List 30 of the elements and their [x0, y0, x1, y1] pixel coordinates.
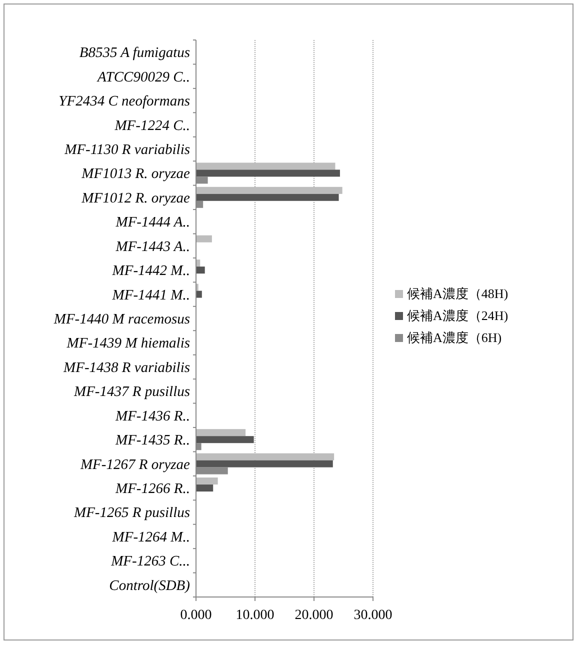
y-tick-label: MF-1442 M.. — [111, 263, 190, 280]
x-tick-label: 30.000 — [354, 608, 392, 623]
y-tick-label: MF-1130 R variabilis — [64, 142, 190, 158]
y-tick-label: B8535 A fumigatus — [79, 45, 190, 62]
y-tick-label: MF-1440 M racemosus — [52, 312, 190, 328]
x-tick-label: 20.000 — [294, 608, 334, 623]
y-tick-label: MF-1265 R pusillus — [73, 505, 190, 522]
y-tick-label: MF-1267 R oryzae — [79, 456, 191, 473]
y-tick-label: YF2434 C neoformans — [58, 94, 190, 110]
y-tick-label: MF-1438 R variabilis — [62, 360, 190, 376]
y-tick-label: MF-1435 R.. — [114, 432, 190, 449]
y-tick-label: MF-1437 R pusillus — [73, 384, 190, 400]
legend-label: 候補A濃度（48H) — [407, 286, 508, 301]
y-tick-label: ATCC90029 C.. — [96, 69, 190, 86]
legend-label: 候補A濃度（24H) — [407, 308, 508, 323]
x-tick-label: 10.000 — [236, 608, 274, 623]
y-tick-label: MF-1444 A.. — [114, 214, 190, 231]
y-tick-label: Control(SDB) — [109, 578, 190, 594]
y-tick-label: MF1012 R. oryzae — [80, 190, 191, 206]
y-tick-label: MF-1436 R.. — [114, 408, 190, 424]
y-tick-label: MF-1266 R.. — [114, 481, 190, 498]
y-tick-label: MF-1264 M.. — [111, 529, 190, 546]
y-tick-label: MF-1263 C... — [110, 554, 190, 570]
y-tick-label: MF-1224 C.. — [114, 118, 190, 134]
y-tick-label: MF1013 R. oryzae — [80, 166, 191, 182]
y-tick-label: MF-1441 M.. — [111, 287, 190, 304]
x-tick-label: 0.000 — [180, 608, 212, 623]
y-tick-label: MF-1443 A.. — [114, 238, 190, 255]
legend-label: 候補A濃度（6H) — [407, 330, 502, 345]
y-tick-label: MF-1439 M hiemalis — [66, 336, 190, 352]
